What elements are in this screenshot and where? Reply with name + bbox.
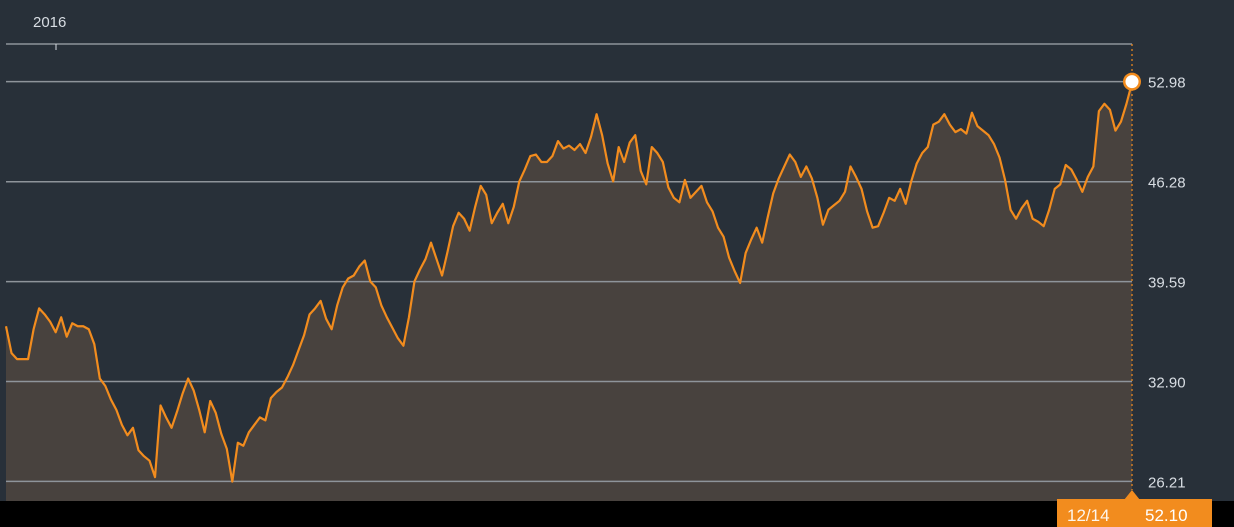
plot-layer xyxy=(6,82,1132,501)
y-tick-label: 26.21 xyxy=(1148,474,1186,491)
y-tick-label: 39.59 xyxy=(1148,275,1186,292)
bottom-timeline-bar xyxy=(0,501,1234,527)
last-point-marker: 12/14 52.10 xyxy=(1057,72,1212,527)
marker-value-label: 52.10 xyxy=(1145,506,1188,525)
price-area xyxy=(6,82,1132,501)
grid-lines xyxy=(6,43,1133,490)
last-point-dot xyxy=(1125,75,1139,89)
y-tick-label: 32.90 xyxy=(1148,375,1186,392)
y-tick-label: 46.28 xyxy=(1148,175,1186,192)
price-line xyxy=(4,82,1134,483)
marker-pointer xyxy=(1124,490,1140,500)
year-label: 2016 xyxy=(33,14,66,31)
y-tick-label: 52.98 xyxy=(1148,75,1186,92)
y-axis: 52.98 46.28 39.59 32.90 26.21 xyxy=(1148,75,1186,492)
marker-date-label: 12/14 xyxy=(1067,506,1110,525)
price-line-layer xyxy=(4,82,1134,483)
marker-label-box xyxy=(1057,499,1212,527)
